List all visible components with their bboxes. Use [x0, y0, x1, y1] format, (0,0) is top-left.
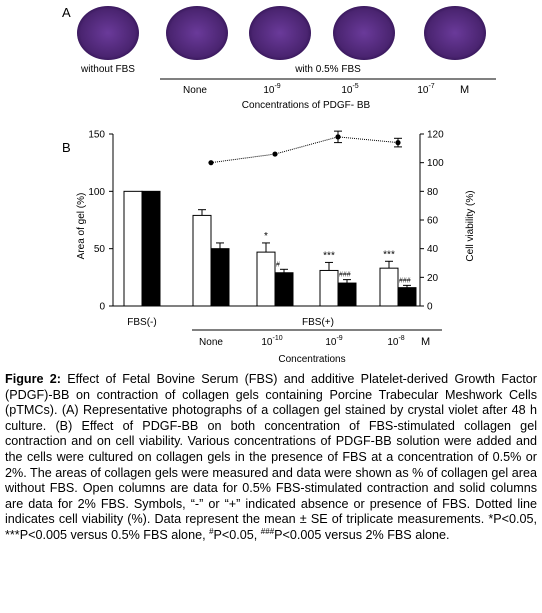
- solid-bar: [397, 287, 417, 307]
- gel-photo-5: [424, 6, 486, 60]
- x-axis-title: Concentrations: [278, 354, 345, 365]
- without-fbs-label: without FBS: [80, 64, 135, 75]
- panel-a-condition-exponent: -5: [352, 83, 358, 90]
- bar-group: [113, 190, 420, 307]
- panel-b-group-label: 10-9: [325, 335, 342, 348]
- left-tick-label: 100: [88, 187, 105, 198]
- panel-a-condition-label: 10-7: [417, 83, 434, 96]
- open-bar: [123, 190, 143, 307]
- viability-line-group: [208, 130, 402, 166]
- right-tick-label: 80: [427, 187, 439, 198]
- open-significance-mark: ***: [383, 249, 395, 260]
- right-axis-label: Cell viability (%): [465, 190, 476, 261]
- panel-b-group-exponent: -9: [336, 335, 342, 342]
- panel-a-condition-label: 10-5: [341, 83, 358, 96]
- right-tick-label: 60: [427, 216, 439, 227]
- left-tick-group: 0 50 100 150: [88, 130, 113, 313]
- caption-text-1: Effect of Fetal Bovine Serum (FBS) and a…: [5, 372, 537, 542]
- open-bar: [379, 267, 399, 307]
- panel-a-condition-label: 10-9: [263, 83, 280, 96]
- gel-photo-2: [166, 6, 228, 60]
- viability-point: [335, 134, 341, 140]
- panel-a-conditions: None 10-9 10-5 10-7 M: [183, 83, 469, 96]
- panel-b-unit: M: [421, 336, 430, 348]
- with-fbs-label: with 0.5% FBS: [294, 64, 361, 75]
- viability-point: [272, 151, 278, 157]
- left-axis-label: Area of gel (%): [76, 193, 87, 260]
- panel-a-axis-title: Concentrations of PDGF- BB: [242, 100, 371, 111]
- gel-photo-3: [249, 6, 311, 60]
- panel-a-label: A: [62, 5, 71, 20]
- gel-photo-1: [77, 6, 139, 60]
- right-tick-label: 40: [427, 244, 439, 255]
- significance-marks: * # *** ### *** ###: [264, 231, 411, 284]
- solid-significance-mark: ###: [339, 272, 351, 279]
- solid-significance-mark: #: [276, 261, 280, 268]
- left-tick-label: 150: [88, 130, 105, 141]
- gel-photo-4: [333, 6, 395, 60]
- panel-b-group-exponent: -8: [398, 335, 404, 342]
- panel-a-condition-label: None: [183, 85, 207, 96]
- viability-point: [208, 160, 214, 166]
- viability-line: [210, 136, 399, 164]
- panel-b-group-labels: None 10-10 10-9 10-8 M: [199, 335, 430, 348]
- panel-a-condition-exponent: -9: [274, 83, 280, 90]
- right-tick-label: 100: [427, 158, 444, 169]
- caption-hash-1: #: [209, 526, 214, 536]
- right-tick-label: 0: [427, 302, 433, 313]
- right-tick-group: 0 20 40 60 80 100 120: [420, 130, 444, 313]
- fbs-plus-label: FBS(+): [302, 317, 334, 328]
- caption-heading: Figure 2:: [5, 372, 61, 386]
- open-bar: [319, 269, 339, 307]
- panel-b-group-label: 10-10: [261, 335, 282, 348]
- fbs-minus-label: FBS(-): [127, 317, 156, 328]
- open-significance-mark: *: [264, 231, 268, 242]
- panel-b-group-label: 10-8: [387, 335, 404, 348]
- caption-text-2: P<0.05,: [213, 527, 261, 542]
- viability-point: [395, 140, 401, 146]
- left-tick-label: 0: [99, 302, 105, 313]
- solid-significance-mark: ###: [399, 277, 411, 284]
- solid-bar: [141, 190, 161, 307]
- panel-b-group-label: None: [199, 337, 223, 348]
- figure-caption: Figure 2: Effect of Fetal Bovine Serum (…: [5, 372, 537, 544]
- left-tick-label: 50: [94, 244, 106, 255]
- solid-bar: [274, 272, 294, 307]
- gel-photos: [77, 6, 486, 60]
- figure: A without FBS with 0.5% FBS None 10-9 10-5…: [62, 5, 496, 365]
- open-significance-mark: ***: [323, 250, 335, 261]
- right-tick-label: 120: [427, 130, 444, 141]
- panel-a-unit: M: [460, 84, 469, 96]
- open-bar: [192, 214, 212, 307]
- open-bar: [256, 251, 276, 307]
- solid-bar: [210, 248, 230, 307]
- solid-bar: [337, 282, 357, 307]
- caption-text-3: P<0.005 versus 2% FBS alone.: [274, 527, 450, 542]
- panel-a-condition-exponent: -7: [428, 83, 434, 90]
- caption-hash-3: ###: [260, 526, 275, 536]
- right-tick-label: 20: [427, 273, 439, 284]
- panel-b-group-exponent: -10: [273, 335, 283, 342]
- panel-b-label: B: [62, 140, 71, 155]
